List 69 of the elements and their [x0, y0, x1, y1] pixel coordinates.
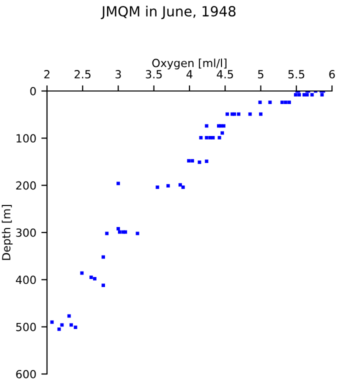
point — [124, 230, 128, 234]
point — [219, 124, 223, 128]
point — [50, 320, 54, 324]
point — [258, 100, 262, 104]
point — [204, 160, 208, 163]
x-tick-label: 5.5 — [288, 70, 304, 78]
point — [288, 100, 291, 104]
chart-title: JMQM in June, 1948 — [100, 6, 236, 20]
point — [190, 159, 194, 163]
point — [305, 93, 309, 96]
x-tick-label: 3 — [116, 70, 121, 78]
y-tick-label: 100 — [16, 134, 36, 143]
point — [178, 183, 182, 187]
point — [320, 93, 324, 96]
point — [166, 184, 170, 188]
x-tick-label: 3.5 — [146, 70, 162, 78]
y-tick-label: 600 — [16, 370, 36, 378]
point — [211, 136, 215, 140]
point — [181, 186, 185, 189]
point — [226, 112, 229, 116]
point — [105, 232, 109, 236]
point — [156, 186, 160, 189]
point — [284, 100, 288, 104]
x-tick-label: 6 — [329, 70, 335, 78]
y-tick-label: 0 — [30, 86, 36, 96]
point — [102, 255, 105, 259]
point — [199, 136, 203, 140]
y-tick-label: 300 — [16, 228, 36, 237]
x-tick-label: 5 — [258, 70, 264, 78]
y-tick-label: 500 — [16, 322, 36, 332]
point — [102, 284, 105, 288]
x-tick-label: 4.5 — [216, 70, 233, 78]
point — [298, 93, 301, 96]
point — [310, 93, 314, 96]
point — [116, 227, 120, 230]
y-axis-title: Depth [m] — [2, 205, 13, 260]
point — [60, 323, 64, 327]
point — [136, 232, 140, 236]
point — [118, 230, 122, 234]
point — [198, 160, 202, 164]
x-tick-label: 4 — [186, 70, 192, 78]
point — [302, 93, 306, 96]
point — [294, 93, 298, 96]
y-tick-label: 400 — [16, 276, 36, 284]
point — [208, 136, 212, 140]
point — [218, 136, 222, 140]
point — [248, 112, 252, 116]
point — [74, 326, 78, 330]
point — [80, 271, 84, 275]
point — [67, 314, 71, 318]
point — [268, 100, 272, 104]
point — [116, 182, 120, 186]
point — [57, 327, 61, 331]
point — [220, 131, 224, 135]
point — [236, 112, 240, 116]
point — [70, 323, 73, 327]
point — [93, 277, 96, 280]
point — [89, 276, 93, 280]
x-tick-label: 2 — [44, 70, 50, 78]
point — [232, 112, 236, 116]
point — [204, 124, 208, 128]
y-tick-label: 200 — [16, 181, 36, 190]
x-axis-title: Oxygen [ml/l] — [152, 58, 226, 70]
point — [204, 136, 208, 140]
point — [280, 100, 284, 104]
point — [187, 159, 190, 163]
point — [259, 112, 262, 116]
point — [222, 124, 226, 128]
x-tick-label: 2.5 — [74, 70, 90, 78]
